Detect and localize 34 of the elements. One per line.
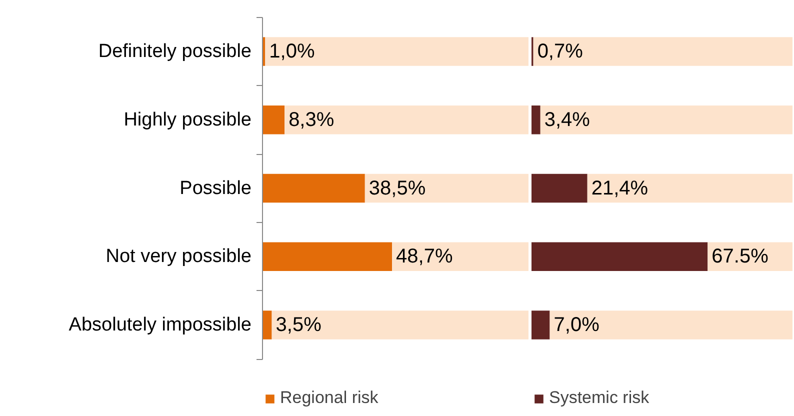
data-label: 1,0%	[269, 40, 315, 63]
data-label: 21,4%	[591, 177, 648, 200]
bar	[262, 106, 285, 134]
bar	[284, 106, 528, 134]
bar	[262, 242, 392, 272]
data-label: 38,5%	[368, 177, 426, 200]
data-label: 67.5%	[712, 246, 769, 268]
legend-label: Regional risk	[280, 388, 378, 408]
bar	[532, 242, 708, 272]
bar	[272, 310, 528, 340]
data-label: 48,7%	[396, 246, 453, 268]
data-label: 3,4%	[544, 108, 590, 131]
y-tick-label: Absolutely impossible	[68, 314, 252, 336]
bar	[540, 106, 792, 134]
y-tick-label: Possible	[180, 178, 252, 199]
bar	[587, 174, 792, 203]
bar	[532, 106, 540, 134]
y-tick-label: Not very possible	[106, 246, 252, 268]
bar	[532, 310, 550, 340]
bar	[533, 37, 792, 66]
data-label: 0,7%	[537, 40, 584, 63]
y-tick-label: Highly possible	[124, 109, 252, 130]
bar	[262, 174, 365, 203]
data-label: 8,3%	[288, 108, 334, 131]
bar	[265, 37, 528, 66]
legend-label: Systemic risk	[549, 388, 650, 408]
bar	[364, 174, 528, 203]
data-label: 7,0%	[554, 314, 600, 336]
bar	[392, 242, 528, 272]
data-label: 3,5%	[276, 314, 322, 336]
bar	[532, 174, 588, 203]
bar	[550, 310, 792, 340]
y-tick-label: Definitely possible	[98, 41, 252, 62]
bar	[262, 310, 272, 340]
